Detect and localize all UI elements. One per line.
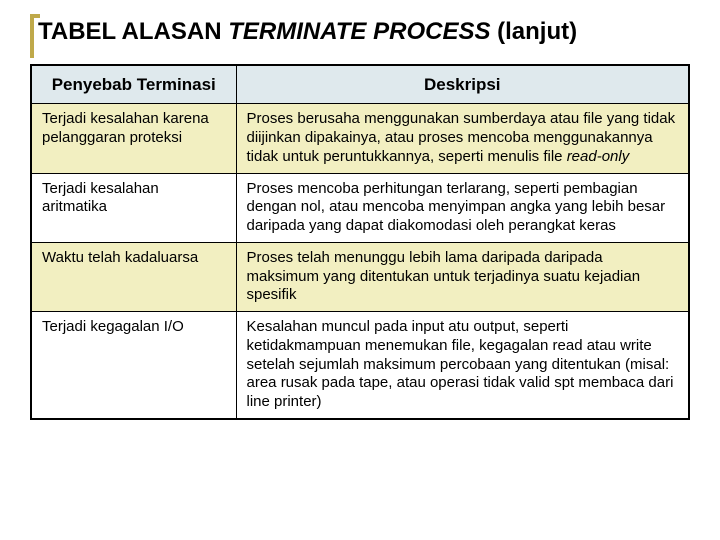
desc-italic: read-only bbox=[567, 148, 630, 165]
col-header-cause: Penyebab Terminasi bbox=[31, 65, 236, 104]
cell-cause: Terjadi kesalahan karena pelanggaran pro… bbox=[31, 104, 236, 173]
table-header-row: Penyebab Terminasi Deskripsi bbox=[31, 65, 689, 104]
cell-cause: Waktu telah kadaluarsa bbox=[31, 242, 236, 311]
desc-text: Proses mencoba perhitungan terlarang, se… bbox=[247, 180, 666, 235]
slide-title: TABEL ALASAN TERMINATE PROCESS (lanjut) bbox=[30, 18, 690, 46]
cell-desc: Proses mencoba perhitungan terlarang, se… bbox=[236, 173, 689, 242]
title-prefix: TABEL ALASAN bbox=[38, 18, 228, 45]
desc-text: Proses telah menunggu lebih lama daripad… bbox=[247, 249, 641, 304]
table-row: Terjadi kesalahan aritmatika Proses menc… bbox=[31, 173, 689, 242]
title-italic: TERMINATE PROCESS bbox=[228, 18, 490, 45]
col-header-desc: Deskripsi bbox=[236, 65, 689, 104]
table-row: Terjadi kegagalan I/O Kesalahan muncul p… bbox=[31, 312, 689, 419]
cell-desc: Kesalahan muncul pada input atu output, … bbox=[236, 312, 689, 419]
cell-cause: Terjadi kegagalan I/O bbox=[31, 312, 236, 419]
cell-desc: Proses berusaha menggunakan sumberdaya a… bbox=[236, 104, 689, 173]
desc-text: Kesalahan muncul pada input atu output, … bbox=[247, 318, 674, 410]
cell-cause: Terjadi kesalahan aritmatika bbox=[31, 173, 236, 242]
terminate-reason-table: Penyebab Terminasi Deskripsi Terjadi kes… bbox=[30, 64, 690, 420]
title-suffix: (lanjut) bbox=[490, 18, 577, 45]
cell-desc: Proses telah menunggu lebih lama daripad… bbox=[236, 242, 689, 311]
table-row: Terjadi kesalahan karena pelanggaran pro… bbox=[31, 104, 689, 173]
slide: TABEL ALASAN TERMINATE PROCESS (lanjut) … bbox=[0, 0, 720, 540]
table-row: Waktu telah kadaluarsa Proses telah menu… bbox=[31, 242, 689, 311]
